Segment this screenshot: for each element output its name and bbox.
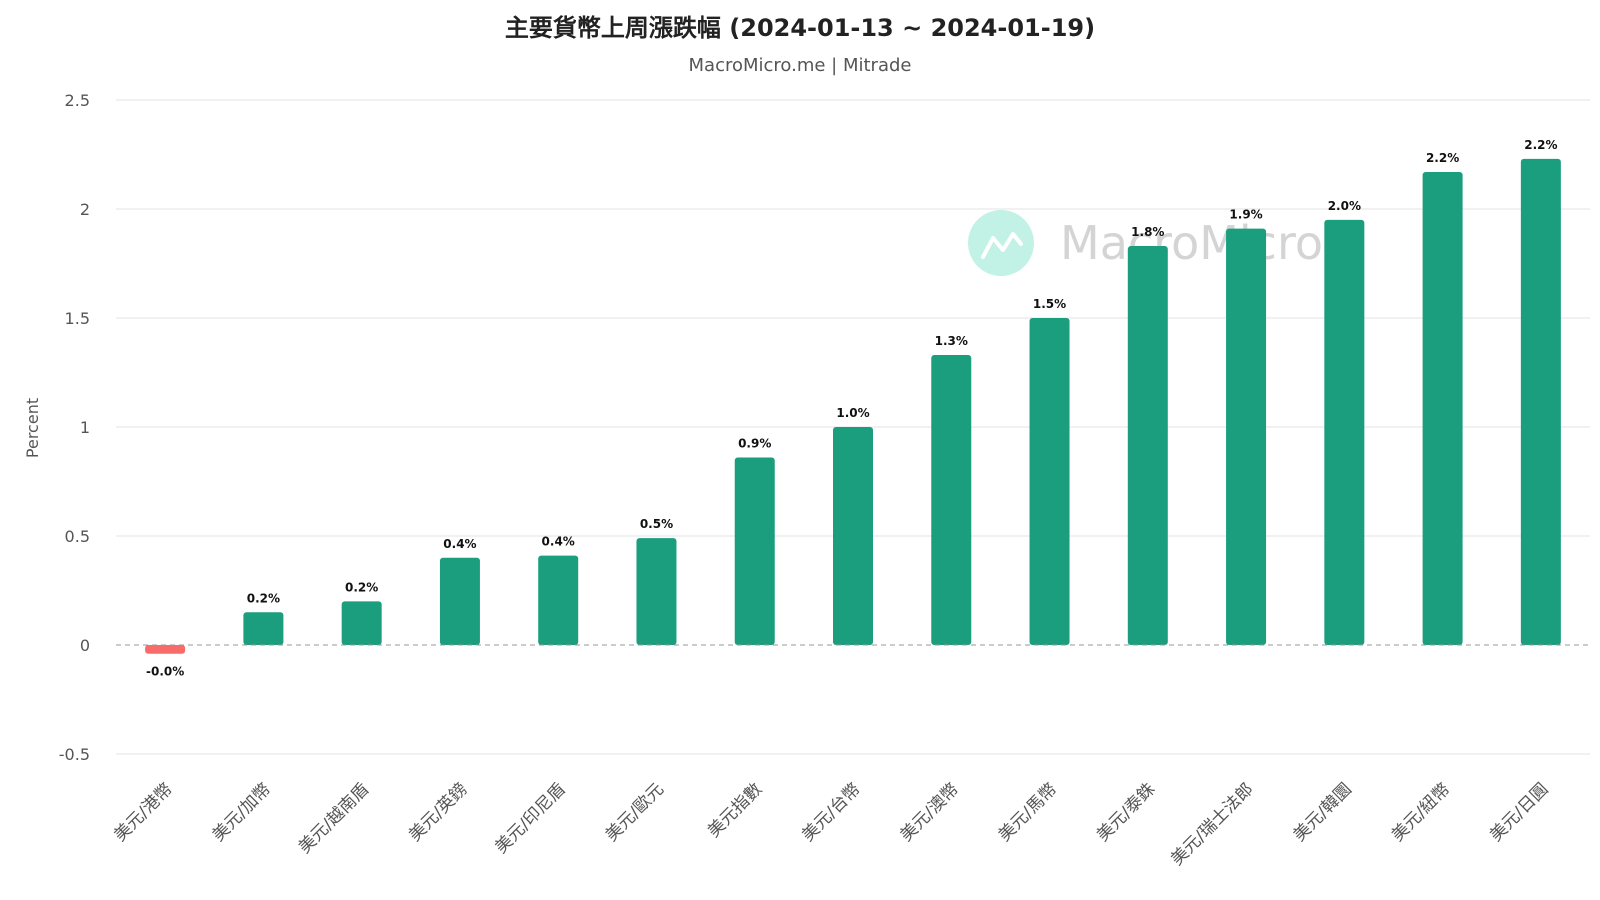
bar: [1324, 219, 1365, 645]
data-label: 0.9%: [738, 437, 771, 451]
data-labels: -0.0% 0.2% 0.2% 0.4% 0.4% 0.5% 0.9% 1.0% 1.3% 1.5…: [146, 138, 1558, 679]
x-axis-categories: 美元/港幣 美元/加幣 美元/越南盾 美元/英鎊 美元/印尼盾 美元/歐元 美元指數 美元/台…: [110, 779, 1552, 869]
bar: [1422, 171, 1463, 645]
chart-title: 主要貨幣上周漲跌幅 (2024-01-13 ~ 2024-01-19): [505, 14, 1095, 42]
bar: [931, 355, 972, 645]
y-axis-label: Percent: [23, 398, 42, 458]
data-label: 0.2%: [247, 591, 280, 605]
x-category-label: 美元/日圓: [1486, 779, 1552, 845]
y-tick-label: 0.5: [65, 527, 90, 546]
x-category-label: 美元/台幣: [798, 779, 864, 845]
x-category-label: 美元/泰銖: [1093, 779, 1159, 845]
bar: [1029, 318, 1070, 645]
bar: [1520, 158, 1561, 646]
x-category-label: 美元指數: [704, 779, 766, 841]
data-label: 2.2%: [1524, 138, 1557, 152]
y-tick-label: 2: [80, 200, 90, 219]
bar: [439, 557, 480, 645]
data-label: 0.4%: [542, 535, 575, 549]
bar: [734, 457, 775, 645]
data-label: 0.2%: [345, 580, 378, 594]
bar: [833, 427, 873, 645]
y-tick-label: 0: [80, 636, 90, 655]
data-label: 1.9%: [1229, 208, 1262, 222]
y-tick-label: 2.5: [65, 91, 90, 110]
data-label: 1.8%: [1131, 225, 1164, 239]
bar: [1226, 228, 1267, 645]
x-category-label: 美元/英鎊: [405, 779, 471, 845]
x-category-label: 美元/越南盾: [295, 779, 373, 857]
bar: [538, 555, 579, 645]
y-tick-label: 1.5: [65, 309, 90, 328]
data-label: 1.3%: [935, 334, 968, 348]
x-category-label: 美元/港幣: [110, 779, 176, 845]
data-label: 2.0%: [1328, 199, 1361, 213]
bar: [1127, 246, 1168, 645]
x-category-label: 美元/瑞士法郎: [1167, 779, 1257, 869]
y-tick-label: 1: [80, 418, 90, 437]
x-category-label: 美元/印尼盾: [491, 779, 569, 857]
watermark-logo-icon: [968, 210, 1034, 276]
data-label: 0.5%: [640, 517, 673, 531]
bar: [341, 601, 382, 645]
data-label: 2.2%: [1426, 151, 1459, 165]
bars: [145, 158, 1561, 654]
x-category-label: 美元/澳幣: [897, 779, 963, 845]
bar: [145, 645, 186, 654]
data-label: 1.5%: [1033, 297, 1066, 311]
bar: [636, 538, 677, 645]
x-category-label: 美元/加幣: [209, 779, 275, 845]
bar: [243, 612, 284, 645]
x-category-label: 美元/馬幣: [995, 779, 1061, 845]
chart-subtitle: MacroMicro.me | Mitrade: [689, 55, 912, 76]
x-category-label: 美元/紐幣: [1388, 779, 1454, 845]
data-label: 0.4%: [443, 537, 476, 551]
data-label: -0.0%: [146, 665, 184, 679]
y-axis-ticks: -0.5 0 0.5 1 1.5 2 2.5: [59, 91, 90, 764]
y-tick-label: -0.5: [59, 745, 90, 764]
x-category-label: 美元/韓圜: [1290, 779, 1356, 845]
watermark: MacroMicro: [968, 210, 1323, 276]
data-label: 1.0%: [836, 406, 869, 420]
watermark-text: MacroMicro: [1060, 216, 1323, 270]
x-category-label: 美元/歐元: [602, 779, 668, 845]
